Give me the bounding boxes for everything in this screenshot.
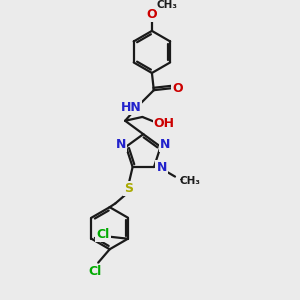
Text: methyl: methyl [180, 179, 185, 180]
Text: CH₃: CH₃ [157, 0, 178, 10]
Text: N: N [156, 161, 167, 175]
Text: O: O [172, 82, 183, 95]
Text: N: N [160, 138, 171, 151]
Text: methyl: methyl [183, 179, 188, 180]
Text: CH₃: CH₃ [180, 176, 201, 186]
Text: Cl: Cl [89, 265, 102, 278]
Text: N: N [116, 138, 126, 151]
Text: Cl: Cl [96, 228, 110, 242]
Text: O: O [147, 8, 157, 21]
Text: S: S [124, 182, 133, 195]
Text: OH: OH [154, 117, 175, 130]
Text: HN: HN [121, 101, 141, 114]
